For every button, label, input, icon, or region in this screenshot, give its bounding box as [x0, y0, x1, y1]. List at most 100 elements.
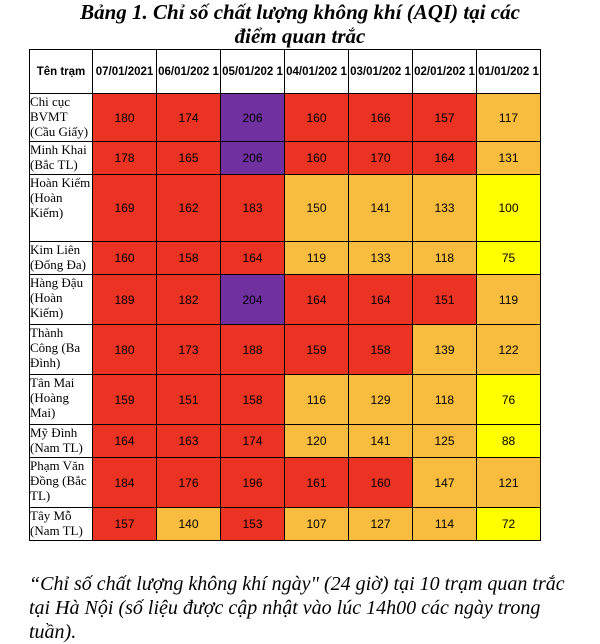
table-row: Mỹ Đình (Nam TL) 164 163 174 120 141 125 88: [29, 424, 541, 458]
aqi-value-cell: 100: [476, 174, 541, 242]
date-column-header: 02/01/202 1: [412, 49, 477, 94]
date-column-header: 01/01/202 1: [476, 49, 541, 94]
aqi-value-cell: 140: [156, 507, 221, 541]
aqi-value-cell: 133: [348, 241, 413, 275]
aqi-value-cell: 150: [284, 174, 349, 242]
date-column-header: 06/01/202 1: [156, 49, 221, 94]
table-row: Thành Công (Ba Đình) 180 173 188 159 158 139 12…: [29, 324, 541, 375]
aqi-value-cell: 162: [156, 174, 221, 242]
aqi-value-cell: 76: [476, 374, 541, 425]
table-row: Hoàn Kiếm (Hoàn Kiếm) 169 162 183 150 141 133 1…: [29, 174, 541, 242]
aqi-value-cell: 151: [156, 374, 221, 425]
aqi-value-cell: 165: [156, 141, 221, 175]
aqi-value-cell: 183: [220, 174, 285, 242]
aqi-value-cell: 206: [220, 141, 285, 175]
aqi-value-cell: 129: [348, 374, 413, 425]
station-name-cell: Thành Công (Ba Đình): [29, 324, 93, 375]
aqi-value-cell: 121: [476, 457, 541, 508]
station-name-cell: Mỹ Đình (Nam TL): [29, 424, 93, 458]
table-row: Hàng Đậu (Hoàn Kiếm) 189 182 204 164 164 151 11…: [29, 274, 541, 325]
aqi-value-cell: 116: [284, 374, 349, 425]
station-name-cell: Tây Mỗ (Nam TL): [29, 507, 93, 541]
aqi-value-cell: 119: [284, 241, 349, 275]
table-row: Tân Mai (Hoàng Mai) 159 151 158 116 129 118 76: [29, 374, 541, 425]
aqi-value-cell: 160: [92, 241, 157, 275]
station-name-cell: Phạm Văn Đồng (Bắc TL): [29, 457, 93, 508]
aqi-value-cell: 188: [220, 324, 285, 375]
aqi-value-cell: 118: [412, 374, 477, 425]
table-row: Chi cục BVMT (Cầu Giấy) 180 174 206 160 166 15…: [29, 93, 541, 142]
aqi-value-cell: 196: [220, 457, 285, 508]
aqi-value-cell: 182: [156, 274, 221, 325]
aqi-value-cell: 178: [92, 141, 157, 175]
header-row: Tên trạm 07/01/2021 06/01/202 1 05/01/20…: [29, 49, 541, 94]
aqi-value-cell: 176: [156, 457, 221, 508]
aqi-table: Tên trạm 07/01/2021 06/01/202 1 05/01/20…: [29, 49, 541, 541]
station-column-header: Tên trạm: [29, 49, 93, 94]
aqi-value-cell: 117: [476, 93, 541, 142]
table-title: Bảng 1. Chỉ số chất lượng không khí (AQI…: [0, 0, 600, 48]
aqi-value-cell: 118: [412, 241, 477, 275]
aqi-value-cell: 164: [348, 274, 413, 325]
aqi-value-cell: 166: [348, 93, 413, 142]
aqi-value-cell: 169: [92, 174, 157, 242]
aqi-value-cell: 164: [92, 424, 157, 458]
aqi-value-cell: 164: [284, 274, 349, 325]
station-name-cell: Tân Mai (Hoàng Mai): [29, 374, 93, 425]
aqi-value-cell: 125: [412, 424, 477, 458]
table-row: Tây Mỗ (Nam TL) 157 140 153 107 127 114 72: [29, 507, 541, 541]
date-column-header: 03/01/202 1: [348, 49, 413, 94]
aqi-value-cell: 133: [412, 174, 477, 242]
aqi-value-cell: 189: [92, 274, 157, 325]
aqi-value-cell: 180: [92, 324, 157, 375]
aqi-value-cell: 170: [348, 141, 413, 175]
aqi-value-cell: 158: [220, 374, 285, 425]
aqi-value-cell: 157: [92, 507, 157, 541]
aqi-value-cell: 114: [412, 507, 477, 541]
aqi-value-cell: 160: [348, 457, 413, 508]
station-name-cell: Hoàn Kiếm (Hoàn Kiếm): [29, 174, 93, 242]
aqi-value-cell: 141: [348, 174, 413, 242]
aqi-value-cell: 159: [92, 374, 157, 425]
aqi-value-cell: 160: [284, 141, 349, 175]
aqi-value-cell: 159: [284, 324, 349, 375]
aqi-value-cell: 120: [284, 424, 349, 458]
station-name-cell: Hàng Đậu (Hoàn Kiếm): [29, 274, 93, 325]
aqi-value-cell: 206: [220, 93, 285, 142]
station-name-cell: Minh Khai (Bắc TL): [29, 141, 93, 175]
aqi-value-cell: 184: [92, 457, 157, 508]
aqi-value-cell: 147: [412, 457, 477, 508]
aqi-value-cell: 173: [156, 324, 221, 375]
aqi-value-cell: 151: [412, 274, 477, 325]
station-name-cell: Kim Liên (Đống Đa): [29, 241, 93, 275]
date-column-header: 07/01/2021: [92, 49, 157, 94]
aqi-value-cell: 122: [476, 324, 541, 375]
aqi-value-cell: 174: [156, 93, 221, 142]
aqi-value-cell: 163: [156, 424, 221, 458]
table-row: Minh Khai (Bắc TL) 178 165 206 160 170 164 131: [29, 141, 541, 175]
table-row: Kim Liên (Đống Đa) 160 158 164 119 133 118 75: [29, 241, 541, 275]
station-name-cell: Chi cục BVMT (Cầu Giấy): [29, 93, 93, 142]
table-title-line-1: Bảng 1. Chỉ số chất lượng không khí (AQI…: [80, 0, 520, 24]
aqi-value-cell: 107: [284, 507, 349, 541]
aqi-value-cell: 88: [476, 424, 541, 458]
aqi-value-cell: 75: [476, 241, 541, 275]
date-column-header: 05/01/202 1: [220, 49, 285, 94]
aqi-value-cell: 157: [412, 93, 477, 142]
aqi-value-cell: 158: [156, 241, 221, 275]
aqi-value-cell: 164: [220, 241, 285, 275]
table-title-line-2: điểm quan trắc: [234, 24, 366, 48]
table-row: Phạm Văn Đồng (Bắc TL) 184 176 196 161 160 147…: [29, 457, 541, 508]
aqi-value-cell: 161: [284, 457, 349, 508]
aqi-value-cell: 72: [476, 507, 541, 541]
aqi-value-cell: 127: [348, 507, 413, 541]
aqi-value-cell: 141: [348, 424, 413, 458]
aqi-value-cell: 131: [476, 141, 541, 175]
aqi-value-cell: 160: [284, 93, 349, 142]
aqi-value-cell: 174: [220, 424, 285, 458]
table-caption: “Chỉ số chất lượng không khí ngày" (24 g…: [29, 573, 565, 643]
aqi-value-cell: 153: [220, 507, 285, 541]
aqi-value-cell: 180: [92, 93, 157, 142]
aqi-value-cell: 119: [476, 274, 541, 325]
aqi-value-cell: 158: [348, 324, 413, 375]
